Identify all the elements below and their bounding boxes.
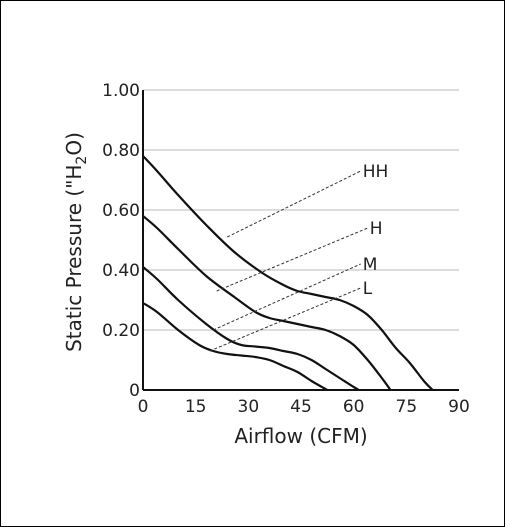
x-axis-title: Airflow (CFM) bbox=[234, 424, 367, 448]
x-tick-label: 0 bbox=[138, 397, 149, 417]
curve-label-l: L bbox=[363, 279, 373, 299]
grid-layer bbox=[143, 89, 459, 331]
x-tick-label: 90 bbox=[448, 397, 470, 417]
curve-m bbox=[142, 266, 360, 391]
curve-label-hh: HH bbox=[363, 162, 389, 182]
curve-label-h: H bbox=[370, 219, 383, 239]
y-tick-label: 0.80 bbox=[102, 141, 140, 161]
curve-layer bbox=[142, 155, 434, 391]
y-axis-title-subscript: 2 bbox=[74, 156, 90, 165]
y-tick-label: 0.40 bbox=[102, 261, 140, 281]
curve-hh bbox=[142, 155, 434, 391]
y-tick-label: 0.60 bbox=[102, 201, 140, 221]
y-axis-title-suffix: O) bbox=[62, 132, 86, 156]
leader-line-h bbox=[216, 227, 368, 292]
y-tick-labels: 0 0.20 0.40 0.60 0.80 1.00 bbox=[102, 81, 140, 401]
x-tick-label: 60 bbox=[343, 397, 365, 417]
leader-line-hh bbox=[227, 170, 361, 238]
x-tick-label: 75 bbox=[396, 397, 418, 417]
x-tick-labels: 0 15 30 45 60 75 90 bbox=[138, 397, 470, 417]
curve-l bbox=[142, 302, 328, 391]
curve-label-m: M bbox=[363, 255, 378, 275]
y-tick-label: 1.00 bbox=[102, 81, 140, 101]
y-axis-title: Static Pressure ("H2O) bbox=[62, 132, 90, 352]
leader-line-m bbox=[213, 263, 361, 331]
x-tick-label: 45 bbox=[290, 397, 312, 417]
x-tick-label: 15 bbox=[185, 397, 207, 417]
curve-h bbox=[142, 215, 392, 391]
y-axis-title-main: Static Pressure ("H bbox=[62, 165, 86, 352]
leader-line-l bbox=[209, 287, 361, 352]
y-tick-label: 0.20 bbox=[102, 321, 140, 341]
x-tick-label: 30 bbox=[238, 397, 260, 417]
y-tick-label: 0 bbox=[129, 381, 140, 401]
